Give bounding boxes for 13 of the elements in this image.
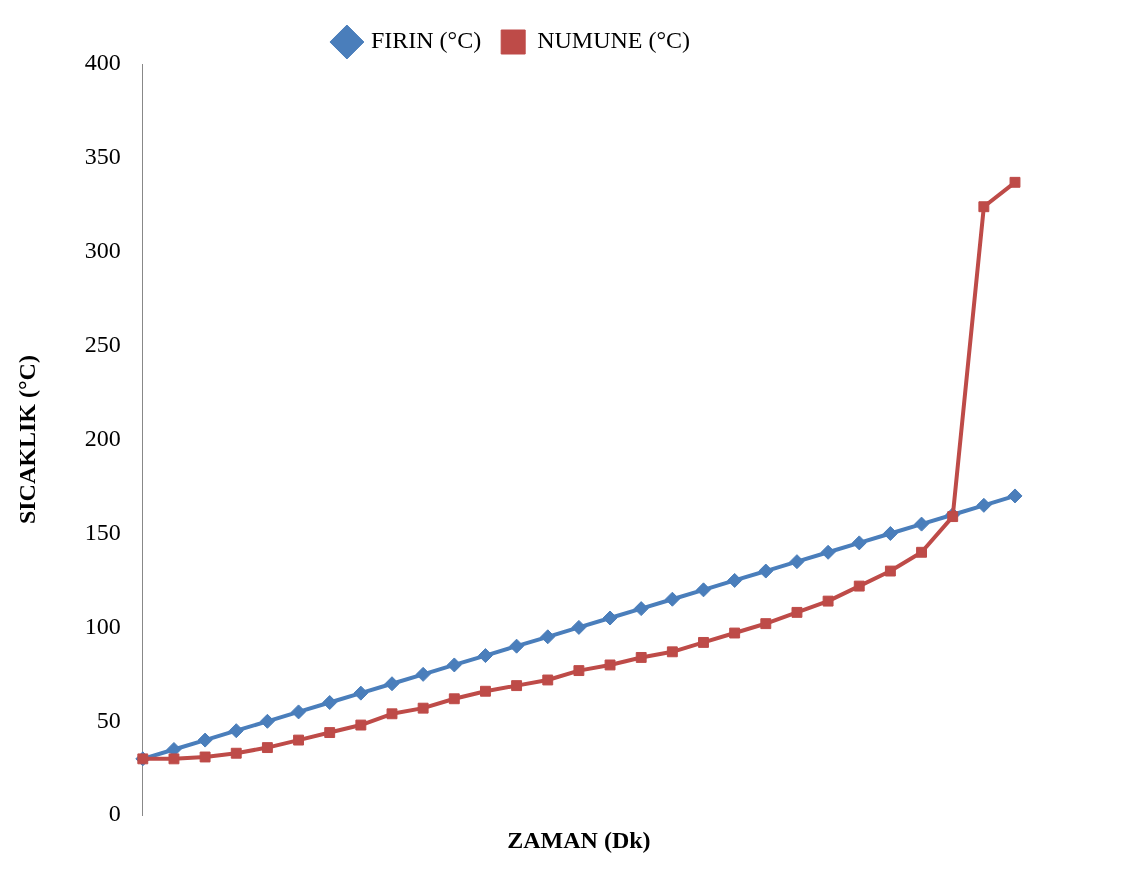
x-axis-title: ZAMAN (Dk) <box>507 826 651 853</box>
y-tick-label: 100 <box>84 612 121 639</box>
y-tick-label: 350 <box>84 143 121 170</box>
y-tick-label: 200 <box>84 424 121 451</box>
legend-label: NUMUNE (°C) <box>537 27 691 54</box>
y-tick-label: 400 <box>84 49 121 76</box>
y-tick-label: 150 <box>84 518 121 545</box>
y-tick-label: 250 <box>84 331 121 357</box>
legend-label: FIRIN (°C) <box>370 27 482 54</box>
y-tick-label: 50 <box>96 706 121 733</box>
y-tick-label: 0 <box>108 800 121 827</box>
y-axis-title: SICAKLIK (°C) <box>13 355 40 525</box>
y-tick-label: 300 <box>84 237 121 264</box>
